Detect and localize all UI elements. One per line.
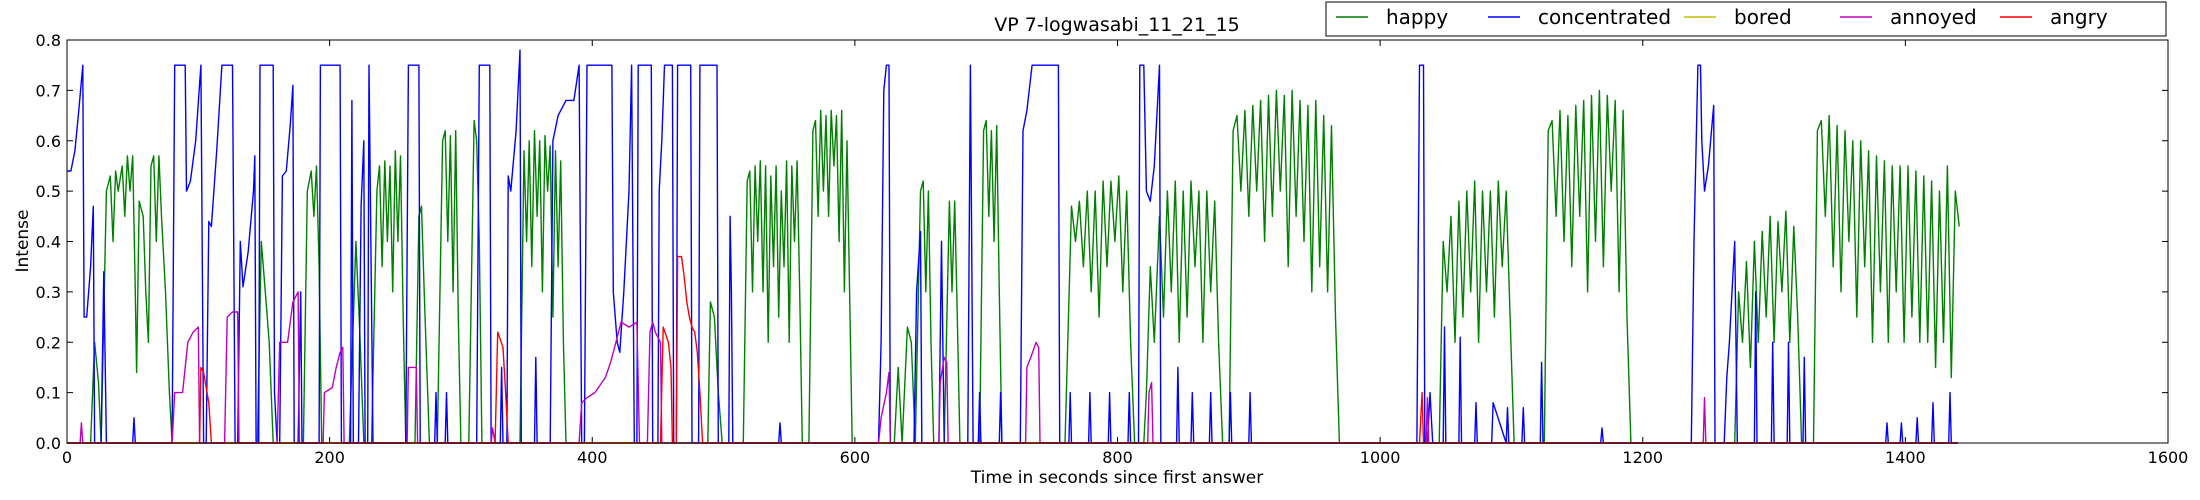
y-tick-label: 0.6	[36, 132, 61, 151]
y-tick-label: 0.3	[36, 283, 61, 302]
x-tick-label: 200	[314, 448, 345, 467]
legend-label-annoyed: annoyed	[1890, 5, 1977, 29]
legend-label-angry: angry	[2050, 5, 2108, 29]
legend: happy concentrated bored annoyed angry	[1325, 1, 2167, 37]
x-tick-label: 1600	[2148, 448, 2189, 467]
legend-label-happy: happy	[1386, 5, 1448, 29]
legend-label-concentrated: concentrated	[1538, 5, 1671, 29]
x-tick-label: 1400	[1885, 448, 1926, 467]
y-tick-label: 0.4	[36, 233, 61, 252]
x-tick-label: 400	[577, 448, 608, 467]
series-layer	[67, 49, 1960, 444]
y-tick-label: 0.5	[36, 182, 61, 201]
y-tick-label: 0.0	[36, 434, 61, 453]
y-tick-label: 0.7	[36, 81, 61, 100]
y-tick-label: 0.2	[36, 333, 61, 352]
x-tick-label: 0	[62, 448, 72, 467]
y-tick-label: 0.1	[36, 384, 61, 403]
legend-label-bored: bored	[1734, 5, 1792, 29]
x-tick-label: 1000	[1360, 448, 1401, 467]
series-line-concentrated	[67, 49, 1958, 444]
y-axis-label: Intense	[13, 209, 33, 272]
x-tick-label: 1200	[1622, 448, 1663, 467]
legend-box	[1325, 1, 2167, 37]
x-tick-label: 800	[1102, 448, 1133, 467]
ticks-layer: 0 200 400 600 800 1000 1200 1400 1600 0.0 0.1 0.2 0.…	[36, 31, 2189, 467]
x-tick-label: 600	[840, 448, 871, 467]
x-axis-label: Time in seconds since first answer	[970, 468, 1263, 488]
series-line-annoyed	[67, 291, 1958, 444]
chart-title: VP 7-logwasabi_11_21_15	[994, 14, 1240, 36]
y-tick-label: 0.8	[36, 31, 61, 50]
